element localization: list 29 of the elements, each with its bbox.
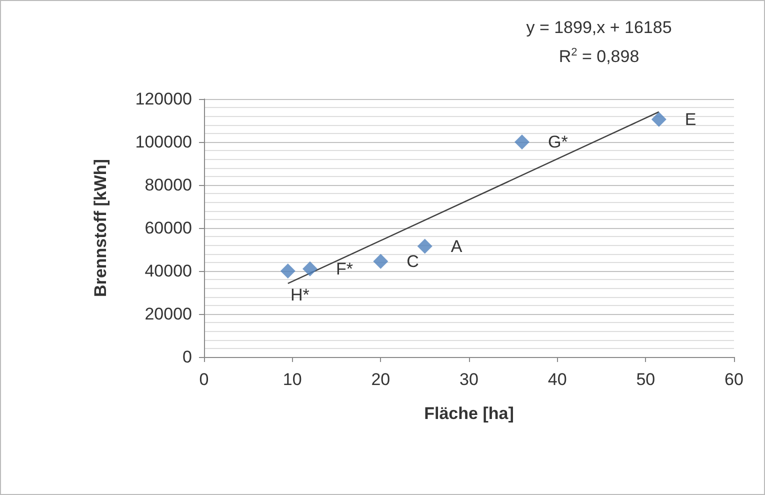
y-tick-label: 40000 [144, 262, 192, 280]
point [417, 238, 432, 254]
y-axis-title: Brennstoff [kWh] [91, 159, 110, 297]
point [302, 261, 318, 276]
x-tick-label: 0 [199, 370, 209, 389]
x-tick-label: 50 [636, 370, 656, 389]
annotation: G* [548, 132, 568, 152]
x-tick-label: 60 [724, 370, 744, 389]
x-tick-label: 10 [282, 370, 302, 389]
annotation: E [684, 110, 696, 129]
annotation: C [406, 252, 419, 271]
point [514, 134, 530, 150]
x-tick-label: 40 [548, 370, 567, 389]
point [651, 112, 666, 127]
point [280, 264, 296, 278]
annotation: F* [336, 259, 354, 278]
y-tick-label: 0 [182, 348, 192, 366]
point [373, 254, 388, 269]
y-tick-label: 80000 [144, 176, 192, 194]
y-tick-label: 120000 [135, 90, 192, 108]
x-axis-title: Fläche [ha] [424, 404, 514, 423]
annotation: A [450, 236, 463, 256]
text: y = 1899,x + 16185 [526, 18, 672, 37]
y-tick-label: 60000 [144, 218, 192, 238]
x-tick-label: 30 [460, 370, 478, 389]
y-tick-label: 100000 [135, 132, 192, 152]
annotation: H* [290, 286, 310, 304]
y-tick-label: 20000 [144, 304, 192, 324]
x-tick-label: 20 [371, 370, 390, 389]
